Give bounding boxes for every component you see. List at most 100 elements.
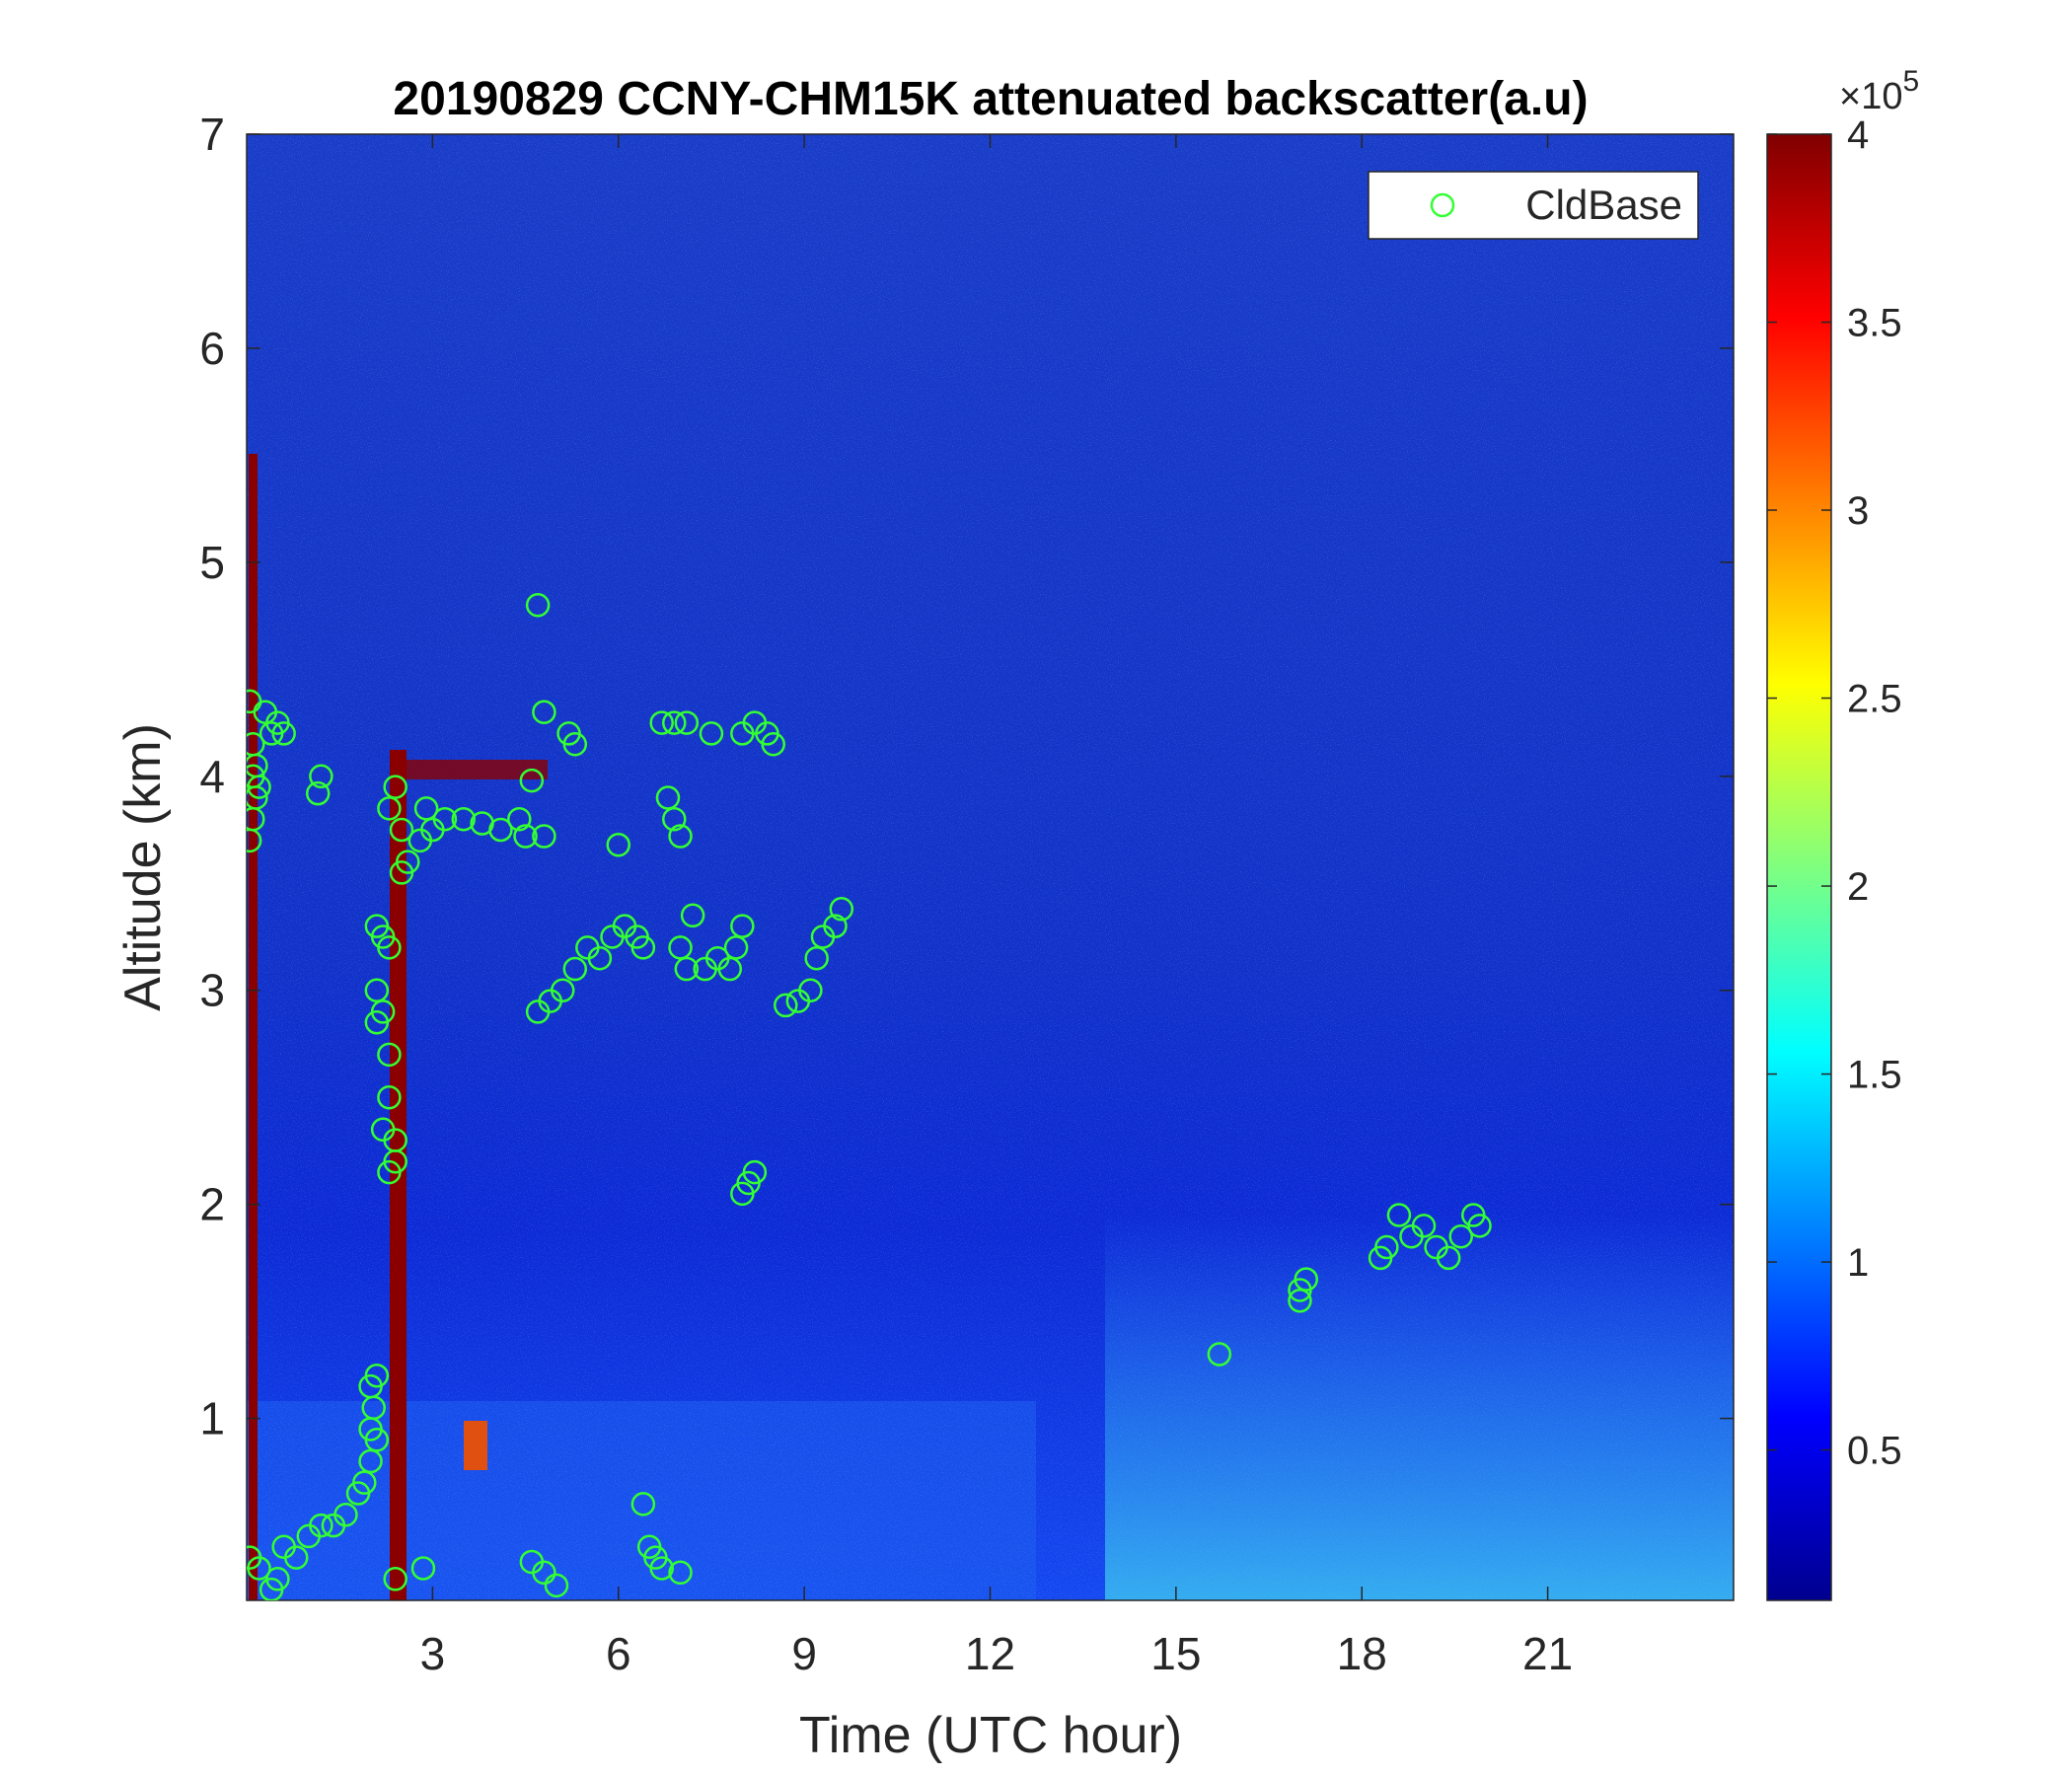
cloud-base-point [358, 1448, 383, 1474]
y-tick-label: 4 [199, 751, 225, 802]
cloud-base-point [829, 897, 854, 922]
cloud-base-point [265, 1567, 290, 1591]
cloud-base-point [674, 956, 700, 982]
cloud-base-point [544, 1573, 569, 1598]
cloud-base-point [662, 710, 687, 735]
cloud-base-point [259, 721, 284, 746]
cloud-base-point [717, 956, 743, 982]
cloud-base-point [451, 806, 477, 832]
cloud-base-point [309, 1513, 333, 1538]
cloud-base-point [532, 700, 556, 724]
colorbar-tick-label: 3 [1847, 489, 1869, 533]
cloud-base-point [389, 817, 414, 843]
cloud-base-point [283, 1545, 309, 1570]
y-tick-label: 2 [199, 1179, 225, 1230]
cloud-base-point [247, 1556, 271, 1581]
cloud-base-point [247, 775, 271, 799]
cloud-base-point [410, 1556, 436, 1581]
cloud-base-point [1294, 1267, 1318, 1292]
x-tick-label: 6 [606, 1628, 631, 1679]
cloud-base-point [513, 824, 538, 849]
cloud-base-point [507, 806, 532, 832]
y-tick-label: 7 [199, 109, 225, 160]
cloud-base-point [383, 775, 407, 799]
x-tick-label: 9 [791, 1628, 817, 1679]
cloud-base-point [1374, 1234, 1399, 1260]
cloud-base-point [761, 732, 785, 757]
x-tick-label: 12 [965, 1628, 1015, 1679]
cloud-base-point [1207, 1342, 1232, 1367]
cloud-base-point [377, 1084, 402, 1110]
cloud-base-point [562, 732, 588, 757]
cloud-base-point [668, 824, 693, 849]
colorbar-multiplier-base: ×10 [1839, 76, 1902, 117]
colorbar-tick-label: 4 [1847, 113, 1869, 157]
cloud-base-point [519, 768, 545, 793]
y-tick-label: 1 [199, 1393, 225, 1444]
cloud-base-point [364, 1010, 390, 1035]
colorbar-multiplier: ×105 [1839, 65, 1919, 117]
colorbar [1766, 133, 1832, 1601]
cloud-base-point [333, 1502, 358, 1527]
cloud-base-point [655, 785, 681, 810]
cloud-base-point [432, 806, 458, 832]
cloud-base-point [630, 935, 656, 960]
cloud-base-point [271, 721, 296, 746]
heatmap-noise [247, 134, 1734, 1600]
cloud-base-point [1467, 1214, 1492, 1238]
chart-title: 20190829 CCNY-CHM15K attenuated backscat… [393, 73, 1588, 125]
cloud-base-point [1386, 1203, 1412, 1227]
cloud-base-point [413, 796, 439, 821]
y-axis-label: Altitude (km) [114, 723, 172, 1011]
scatter-series [247, 593, 1492, 1600]
colorbar-tick-label: 1 [1847, 1241, 1869, 1285]
cloud-base-point [649, 710, 674, 735]
cloud-base-point [383, 1149, 407, 1174]
colorbar-tick-label: 2.5 [1847, 678, 1902, 721]
cloud-base-point [1448, 1223, 1473, 1249]
heatmap-cloud-stripe [390, 750, 407, 1600]
cloud-base-point [383, 1567, 407, 1591]
x-tick-label: 21 [1522, 1628, 1573, 1679]
cloud-base-point [662, 806, 687, 832]
cloud-base-point [562, 956, 588, 982]
cloud-base-point [798, 978, 823, 1002]
cloud-base-point [1436, 1245, 1461, 1271]
colorbar-tick-label: 3.5 [1847, 302, 1902, 345]
cloud-base-point [364, 1428, 390, 1452]
heatmap-cloud-layer [390, 760, 548, 779]
cloud-base-point [587, 945, 613, 971]
legend [1368, 171, 1699, 240]
cloud-base-point [606, 832, 630, 857]
cloud-base-point [377, 796, 402, 821]
cloud-base-point [550, 978, 575, 1002]
cloud-base-point [1288, 1289, 1312, 1313]
cloud-base-point [723, 935, 749, 960]
cloud-base-point [364, 1363, 390, 1388]
y-tick-label: 3 [199, 965, 225, 1016]
x-tick-label: 18 [1337, 1628, 1387, 1679]
x-tick-label: 15 [1150, 1628, 1201, 1679]
cloud-base-point [352, 1470, 377, 1495]
cloud-base-point [1411, 1214, 1437, 1238]
legend-marker [1430, 192, 1455, 218]
y-tick-label: 5 [199, 537, 225, 588]
legend-label: CldBase [1525, 182, 1682, 228]
cloud-base-point [488, 817, 513, 843]
cloud-base-point [649, 1556, 674, 1581]
cloud-base-point [668, 935, 693, 960]
cloud-base-point [674, 710, 700, 735]
cloud-base-point [377, 935, 402, 960]
cloud-base-point [532, 1560, 556, 1586]
cloud-base-point [823, 914, 848, 938]
x-axis-label: Time (UTC hour) [799, 1707, 1182, 1764]
cloud-base-point [730, 914, 755, 938]
colorbar-tick-label: 1.5 [1847, 1054, 1902, 1097]
cloud-base-point [804, 945, 829, 971]
heatmap-cloud-patch [464, 1421, 487, 1470]
cloud-base-point [309, 764, 333, 789]
colorbar-tick-label: 0.5 [1847, 1430, 1902, 1473]
cloud-base-point [525, 593, 551, 618]
cloud-base-point [305, 780, 331, 806]
